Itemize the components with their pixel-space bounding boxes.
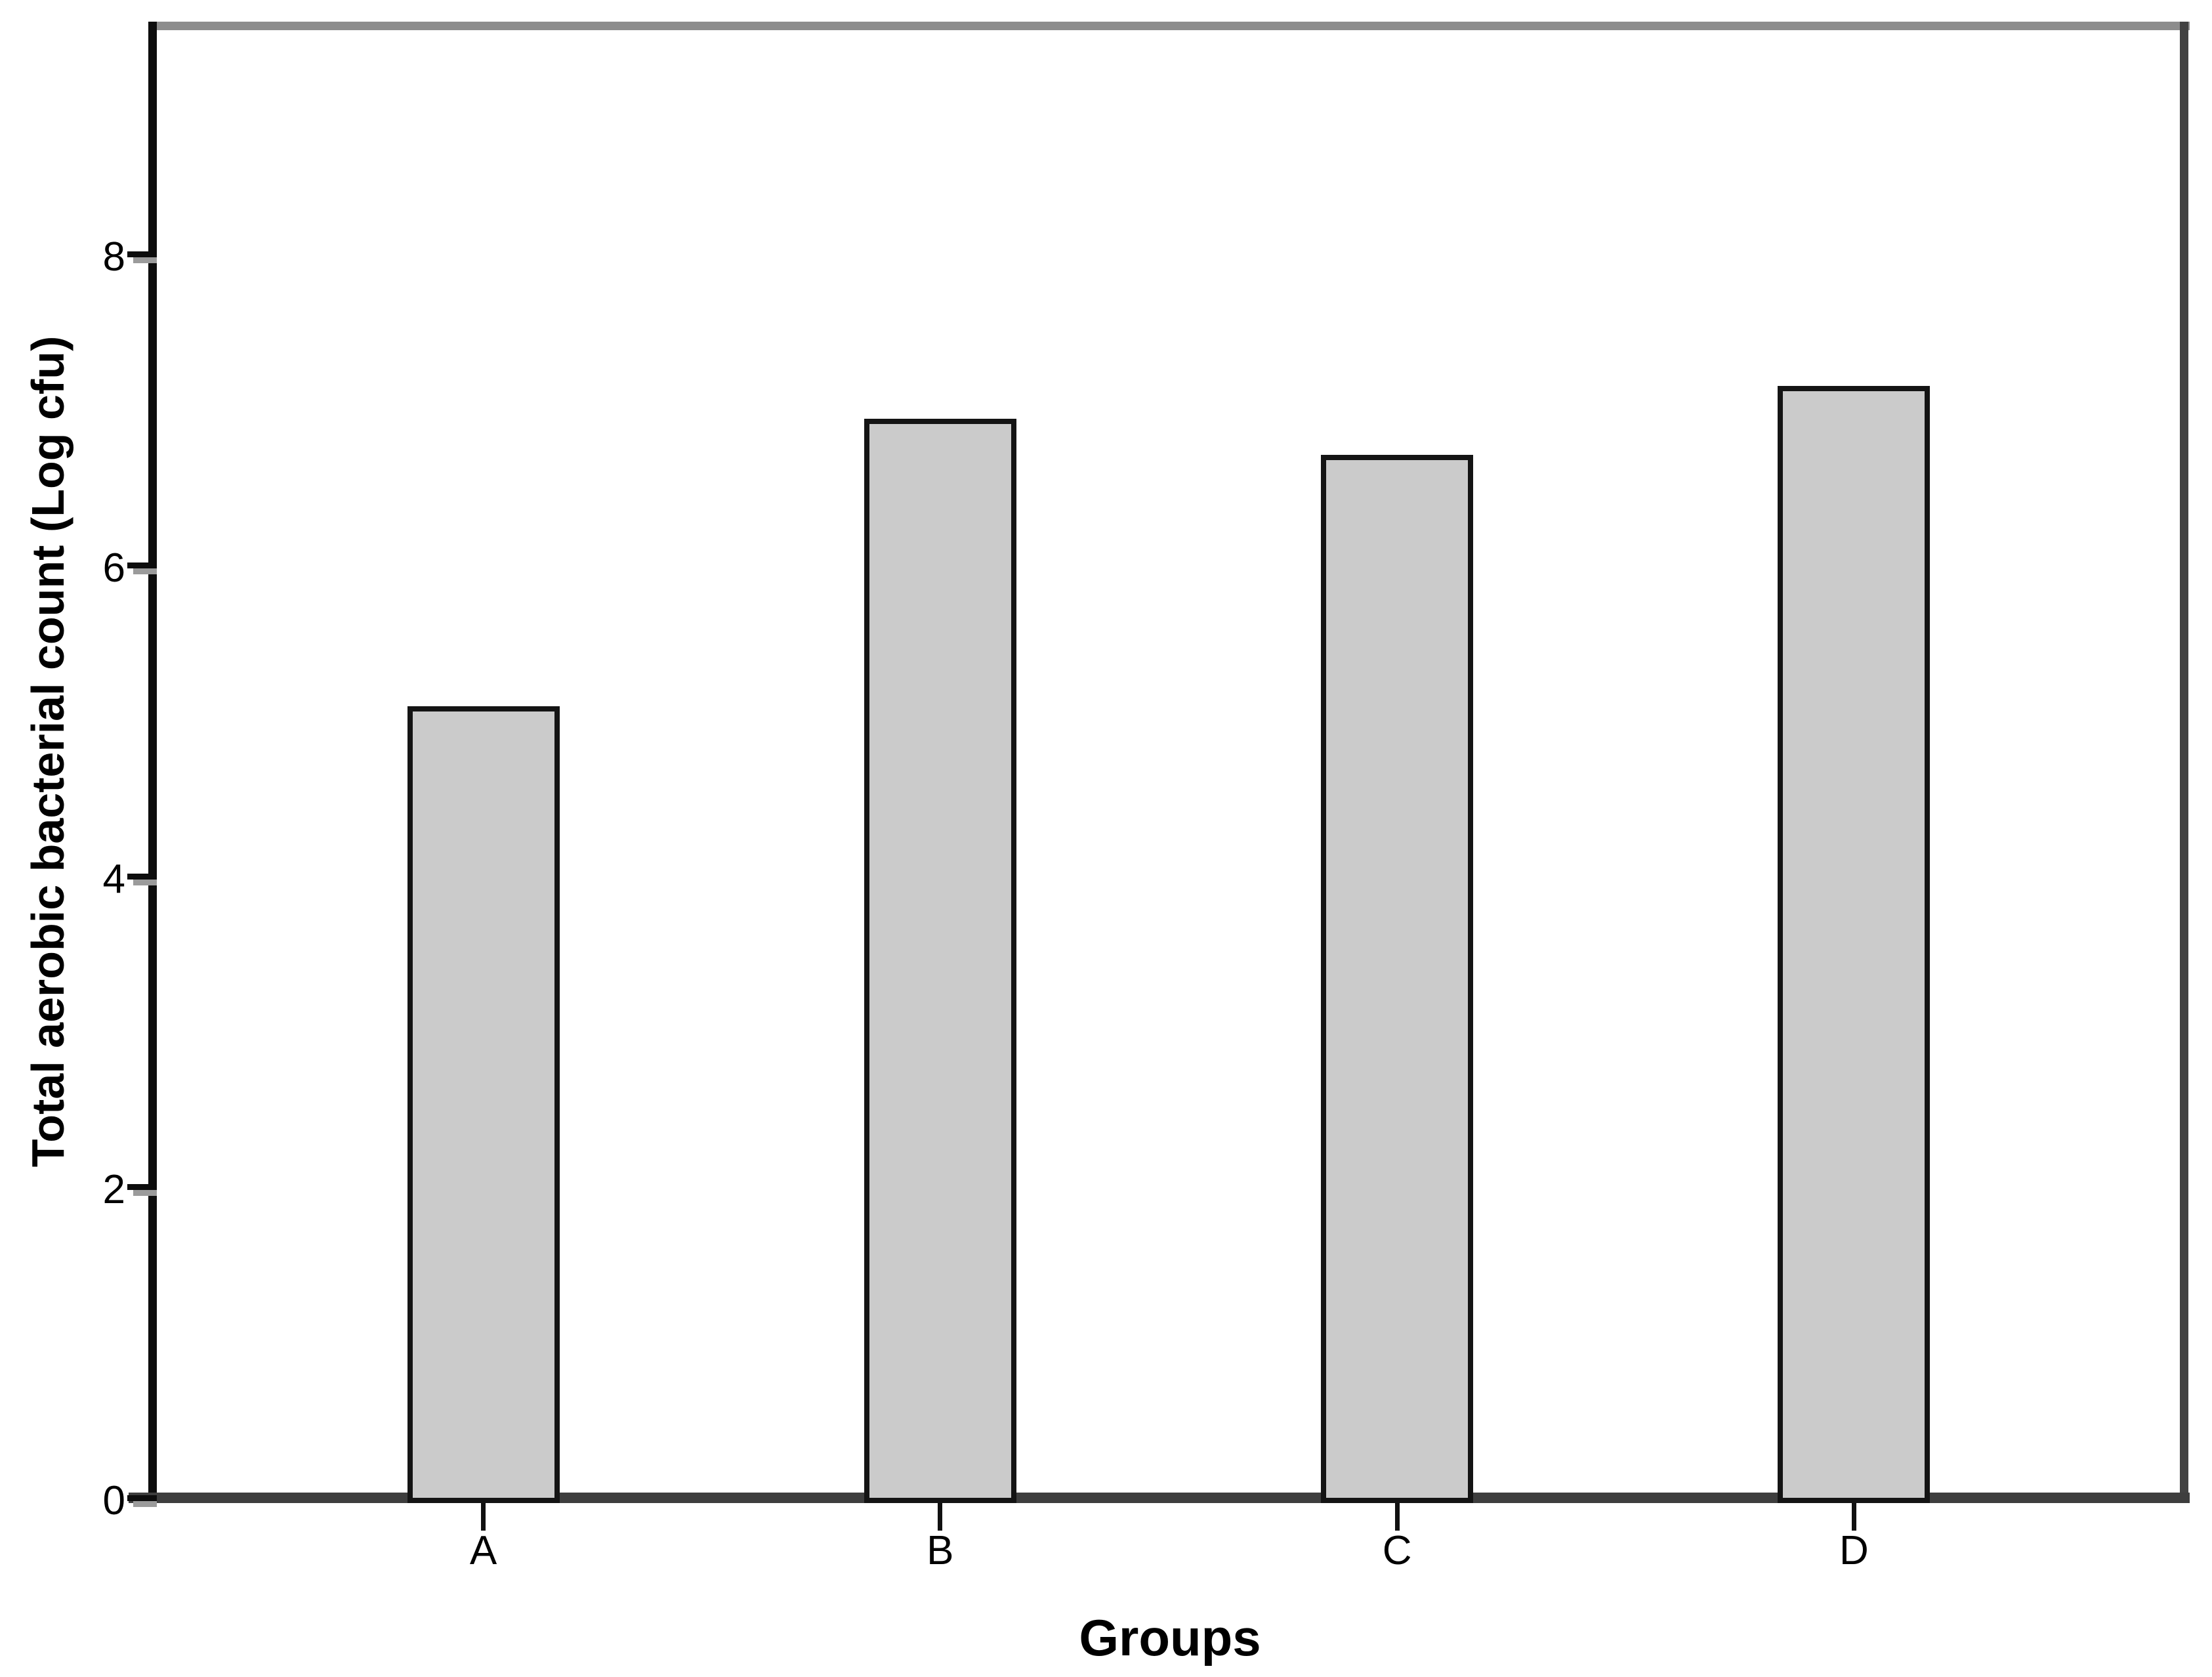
y-tick	[127, 251, 157, 257]
plot-frame-right	[2180, 22, 2188, 1503]
y-tick-label: 6	[102, 545, 125, 591]
y-tick	[127, 873, 157, 880]
x-tick	[481, 1503, 486, 1531]
y-tick-shadow	[133, 568, 157, 574]
bar-A	[407, 706, 560, 1503]
y-axis-line	[148, 22, 157, 1503]
x-tick-label-A: A	[469, 1528, 497, 1573]
x-tick-label-B: B	[927, 1528, 954, 1573]
y-tick-shadow	[133, 879, 157, 885]
y-tick	[127, 1184, 157, 1191]
x-tick	[1851, 1503, 1856, 1531]
y-tick-label: 8	[102, 234, 125, 280]
x-axis-title: Groups	[1079, 1609, 1261, 1666]
x-tick-label-C: C	[1382, 1528, 1412, 1573]
y-tick-label: 2	[102, 1167, 125, 1213]
y-tick-shadow	[133, 1501, 157, 1507]
bar-C	[1321, 454, 1474, 1503]
y-axis-title: Total aerobic bacterial count (Log cfu)	[22, 335, 73, 1168]
bar-D	[1778, 386, 1930, 1503]
y-tick	[127, 1495, 157, 1501]
y-tick-label: 4	[102, 856, 125, 902]
y-tick	[127, 562, 157, 568]
y-tick-shadow	[133, 257, 157, 263]
y-tick-label: 0	[102, 1478, 125, 1523]
x-axis-line	[129, 1493, 2190, 1503]
x-tick	[938, 1503, 943, 1531]
x-tick	[1394, 1503, 1400, 1531]
y-tick-shadow	[133, 1190, 157, 1197]
plot-frame-top	[148, 22, 2190, 30]
x-tick-label-D: D	[1839, 1528, 1869, 1573]
bar-B	[864, 419, 1016, 1503]
